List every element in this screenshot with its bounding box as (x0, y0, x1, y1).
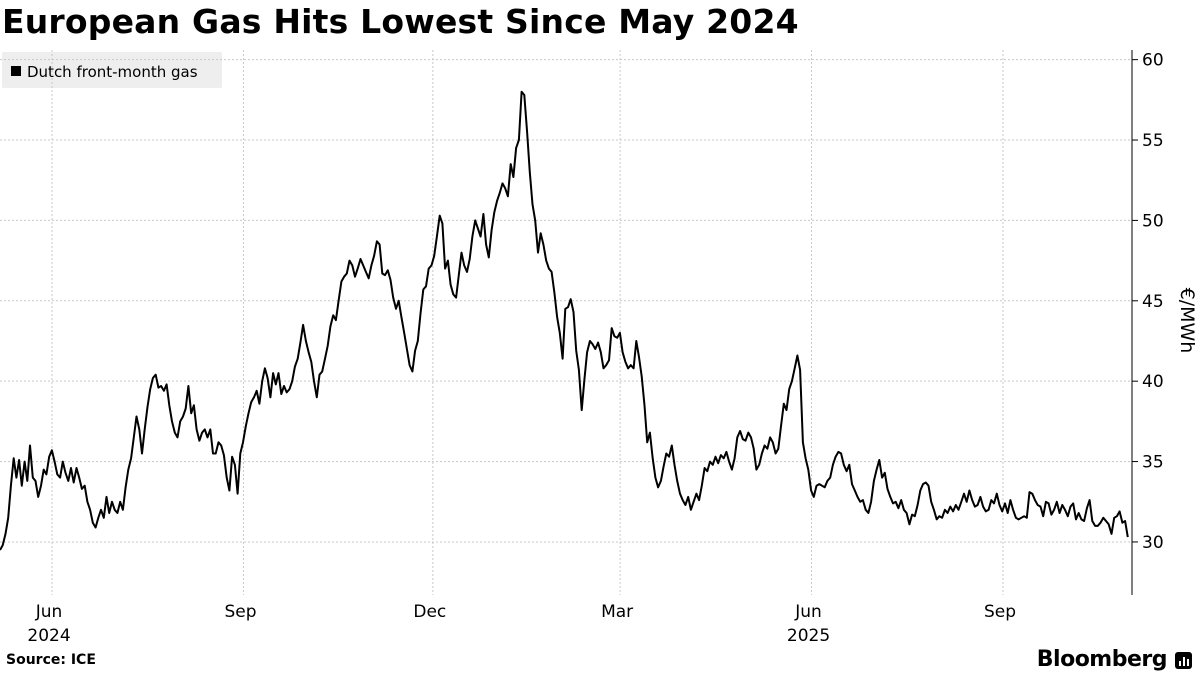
legend-swatch (11, 66, 21, 76)
bloomberg-logo: Bloomberg (1036, 647, 1168, 672)
y-tick-label: 40 (1142, 372, 1164, 392)
y-tick-label: 45 (1142, 292, 1164, 312)
x-tick-label: Jun (35, 602, 63, 622)
y-tick-label: 55 (1142, 131, 1164, 151)
x-tick-label: Dec (413, 602, 446, 622)
y-tick-label: 60 (1142, 51, 1164, 71)
series-line (0, 90, 1129, 551)
grid-layer (0, 50, 1132, 595)
legend-label: Dutch front-month gas (27, 63, 198, 81)
y-tick-label: 35 (1142, 453, 1164, 473)
y-axis-title: €/MWh (1176, 288, 1198, 354)
x-tick-label: Sep (224, 602, 256, 622)
y-tick-label: 50 (1142, 211, 1164, 231)
label-layer: 30 35 40 45 50 55 60 Jun 2024 Sep Dec Mar Jun 2025 Sep… (27, 51, 1198, 646)
chart-title: European Gas Hits Lowest Since May 2024 (2, 2, 799, 41)
x-tick-label: Jun (794, 602, 822, 622)
x-tick-label: Sep (984, 602, 1016, 622)
x-year-label: 2025 (787, 626, 830, 646)
legend (2, 52, 222, 88)
series-layer (0, 90, 1129, 551)
bloomberg-chart-icon (1175, 652, 1192, 669)
y-tick-label: 30 (1142, 533, 1164, 553)
source-note: Source: ICE (6, 652, 96, 668)
x-tick-label: Mar (601, 602, 633, 622)
x-year-label: 2024 (27, 626, 70, 646)
axis-layer (1131, 50, 1138, 595)
